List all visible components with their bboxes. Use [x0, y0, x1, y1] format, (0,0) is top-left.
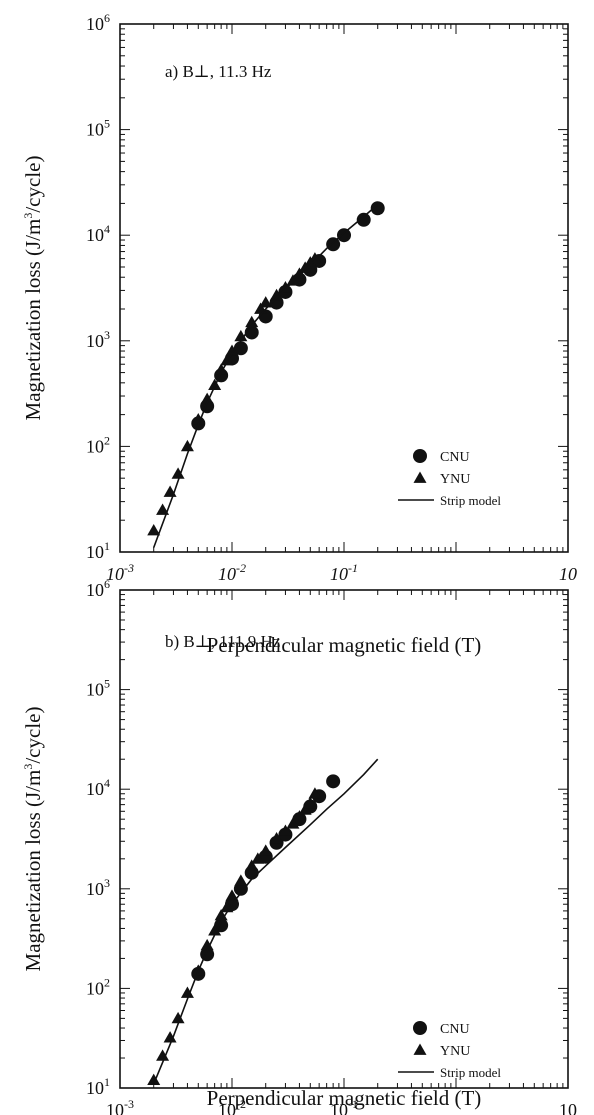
legend: CNU YNU Strip model: [398, 1021, 501, 1080]
data-point-ynu: [303, 796, 317, 809]
data-point-cnu: [370, 201, 385, 216]
data-point-ynu: [278, 824, 292, 836]
y-tick-label: 102: [86, 975, 110, 998]
x-tick-label: 10-3: [106, 1097, 134, 1115]
data-point-ynu: [278, 280, 292, 293]
legend-label: Strip model: [440, 493, 501, 508]
data-point-ynu: [220, 354, 234, 366]
data-point-cnu: [326, 237, 341, 252]
y-tick-label: 102: [86, 433, 110, 456]
data-point-cnu: [244, 325, 259, 340]
data-point-ynu: [286, 274, 300, 286]
data-point-ynu: [270, 831, 284, 844]
y-tick-label: 103: [86, 328, 110, 351]
data-point-ynu: [308, 787, 322, 799]
legend-marker-ynu: [413, 471, 427, 483]
series-strip-model: [152, 203, 379, 548]
data-point-ynu: [171, 1011, 185, 1024]
data-point-ynu: [251, 852, 265, 864]
x-axis-label: Perpendicular magnetic field (T): [207, 1086, 482, 1110]
data-point-ynu: [298, 803, 312, 815]
data-point-ynu: [214, 363, 228, 375]
strip-model-line: [152, 203, 379, 548]
x-tick-label: 10-2: [218, 1097, 246, 1115]
data-point-ynu: [180, 439, 194, 452]
y-axis-label: Magnetization loss (J/m3/cycle): [21, 707, 45, 972]
x-tick-label: 10-3: [106, 561, 134, 584]
panel-label: a) B⊥, 11.3 Hz: [165, 62, 272, 81]
data-point-cnu: [326, 774, 341, 789]
panel-label: b) B⊥, 111.9 Hz: [165, 632, 281, 651]
chart-panel-a: 10-3 10-2 10-1 10 101 102 103 104 105 106 Perpendi…: [21, 11, 577, 657]
y-tick-label: 101: [86, 1075, 110, 1098]
legend-marker-cnu: [413, 449, 427, 463]
x-tick-label: 10-1: [330, 561, 358, 584]
data-point-ynu: [147, 523, 161, 536]
data-point-ynu: [234, 874, 248, 886]
series-strip-model: [152, 758, 379, 1085]
data-point-ynu: [208, 378, 222, 391]
y-tick-label: 106: [86, 11, 110, 34]
data-point-ynu: [208, 924, 222, 936]
data-point-ynu: [245, 315, 259, 328]
data-point-ynu: [270, 288, 284, 301]
strip-model-line: [152, 758, 379, 1085]
series-ynu: [147, 252, 322, 536]
legend-label: Strip model: [440, 1065, 501, 1080]
y-tick-label: 106: [86, 577, 110, 600]
data-point-ynu: [200, 392, 214, 405]
data-point-ynu: [245, 859, 259, 871]
y-tick-label: 104: [86, 222, 110, 245]
y-tick-label: 104: [86, 776, 110, 799]
plot-frame: [119, 23, 569, 553]
data-point-ynu: [292, 267, 306, 279]
series-ynu: [147, 787, 322, 1085]
x-tick-label: 10-1: [330, 1097, 358, 1115]
data-point-ynu: [156, 1049, 170, 1061]
data-point-ynu: [156, 503, 170, 515]
series-cnu: [191, 201, 385, 431]
data-point-ynu: [286, 817, 300, 829]
data-point-ynu: [180, 986, 194, 998]
legend: CNU YNU Strip model: [398, 449, 501, 508]
y-tick-label: 101: [86, 539, 110, 562]
data-point-ynu: [200, 938, 214, 951]
x-tick-label: 10-2: [218, 561, 246, 584]
data-point-ynu: [191, 412, 205, 425]
data-point-cnu: [337, 228, 351, 243]
legend-marker-ynu: [413, 1043, 427, 1055]
data-point-ynu: [259, 844, 273, 856]
legend-label: CNU: [440, 450, 470, 465]
y-tick-label: 103: [86, 876, 110, 899]
plot-frame: [119, 589, 569, 1089]
legend-label: CNU: [440, 1022, 470, 1037]
y-tick-label: 105: [86, 117, 110, 140]
legend-label: YNU: [440, 1044, 470, 1059]
series-cnu: [191, 774, 341, 981]
data-point-ynu: [225, 889, 239, 901]
x-axis-label: Perpendicular magnetic field (T): [207, 633, 482, 657]
data-point-ynu: [308, 252, 322, 264]
data-point-ynu: [220, 900, 234, 913]
data-point-ynu: [225, 344, 239, 356]
y-tick-label: 105: [86, 677, 110, 700]
data-point-ynu: [147, 1073, 161, 1085]
chart-panel-b: 10-3 10-2 10-1 10 101 102 103 104 105 106 Perpendi…: [21, 577, 577, 1115]
y-axis-label: Magnetization loss (J/m3/cycle): [21, 156, 45, 421]
data-point-ynu: [292, 810, 306, 822]
data-point-cnu: [356, 212, 371, 227]
x-tick-label: 10: [559, 1100, 577, 1115]
data-point-ynu: [163, 1031, 177, 1043]
data-point-ynu: [171, 467, 185, 479]
legend-label: YNU: [440, 472, 470, 487]
x-tick-label: 10: [559, 564, 577, 584]
legend-marker-cnu: [413, 1021, 427, 1035]
data-point-ynu: [234, 329, 248, 342]
